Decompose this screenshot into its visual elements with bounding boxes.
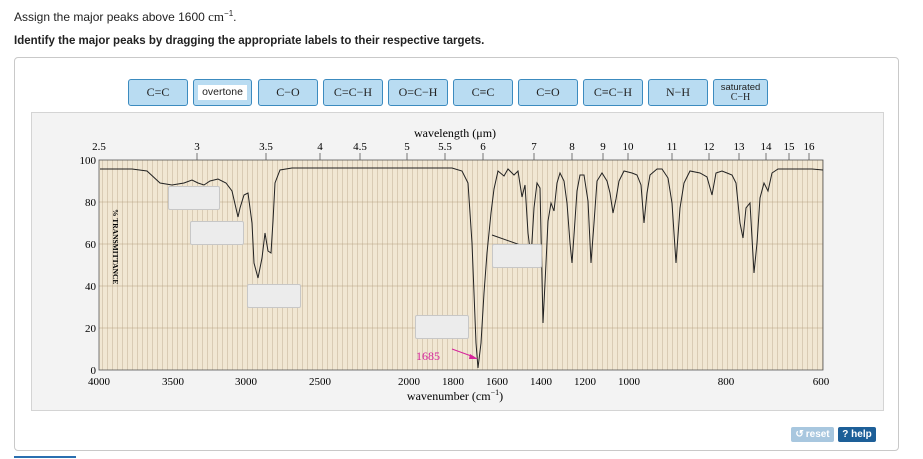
top-tick: 3 — [194, 141, 200, 153]
y-tick: 80 — [85, 197, 97, 209]
top-tick: 6 — [480, 141, 486, 153]
reset-icon: ↺ — [795, 429, 804, 440]
bottom-tick: 3000 — [235, 376, 258, 388]
label-c-triple-c-h[interactable]: C≡C−H — [583, 79, 643, 106]
label-c-double-c[interactable]: C=C — [128, 79, 188, 106]
instruction-text: Identify the major peaks by dragging the… — [14, 35, 485, 47]
bottom-tick: 1600 — [486, 376, 509, 388]
spectrum-curve — [100, 167, 824, 369]
question-text: Assign the major peaks above 1600 cm−1. — [14, 9, 237, 24]
y-tick: 100 — [80, 155, 97, 167]
drop-target-5[interactable] — [492, 244, 542, 268]
top-axis-title: wavelength (μm) — [414, 126, 496, 140]
y-tick: 60 — [85, 239, 97, 251]
drop-target-4[interactable] — [415, 315, 469, 339]
bottom-tick: 1400 — [530, 376, 553, 388]
top-tick: 9 — [600, 141, 606, 153]
bottom-tick: 1200 — [574, 376, 597, 388]
top-tick: 12 — [704, 141, 715, 153]
bottom-tick: 1000 — [618, 376, 641, 388]
bottom-tick: 600 — [813, 376, 830, 388]
top-tick: 7 — [531, 141, 537, 153]
label-overtone[interactable]: overtone — [193, 79, 252, 106]
top-tick: 11 — [667, 141, 678, 153]
top-tick: 2.5 — [92, 141, 106, 153]
top-tick: 5 — [404, 141, 410, 153]
bottom-tick: 2500 — [309, 376, 332, 388]
drop-target-2[interactable] — [190, 221, 244, 245]
bottom-axis-title: wavenumber (cm−1) — [407, 388, 503, 403]
bottom-tick: 800 — [718, 376, 735, 388]
top-tick: 10 — [623, 141, 635, 153]
y-tick: 20 — [85, 323, 97, 335]
top-tick: 14 — [761, 141, 773, 153]
label-c-o[interactable]: C−O — [258, 79, 318, 106]
drop-target-3[interactable] — [247, 284, 301, 308]
bottom-tick: 3500 — [162, 376, 185, 388]
top-tick: 13 — [734, 141, 746, 153]
help-button[interactable]: ? help — [838, 427, 876, 442]
unit-cm: cm — [208, 9, 225, 24]
bottom-tick: 4000 — [88, 376, 111, 388]
bottom-tick: 2000 — [398, 376, 421, 388]
top-tick: 16 — [804, 141, 816, 153]
bottom-tick: 1800 — [442, 376, 465, 388]
label-saturated-c-h[interactable]: saturated C−H — [713, 79, 768, 106]
ir-spectrum: wavelength (μm) 2.5 3 3.5 4 4.5 5 5.5 6 … — [31, 112, 884, 411]
top-tick: 5.5 — [438, 141, 452, 153]
top-tick: 8 — [569, 141, 575, 153]
label-c-c-h[interactable]: C=C−H — [323, 79, 383, 106]
top-tick: 4 — [317, 141, 323, 153]
drop-target-1[interactable] — [168, 186, 220, 210]
annotation-1685: 1685 — [416, 349, 440, 363]
label-n-h[interactable]: N−H — [648, 79, 708, 106]
y-tick: 0 — [91, 365, 97, 377]
y-tick: 40 — [85, 281, 97, 293]
top-tick: 4.5 — [353, 141, 367, 153]
tab-indicator — [14, 456, 76, 458]
reset-button[interactable]: ↺ reset — [791, 427, 834, 442]
label-c-double-o[interactable]: C=O — [518, 79, 578, 106]
label-c-triple-c[interactable]: C≡C — [453, 79, 513, 106]
y-axis-title: % TRANSMITTANCE — [111, 209, 120, 284]
top-tick: 15 — [784, 141, 796, 153]
label-o-c-h[interactable]: O=C−H — [388, 79, 448, 106]
top-tick: 3.5 — [259, 141, 273, 153]
